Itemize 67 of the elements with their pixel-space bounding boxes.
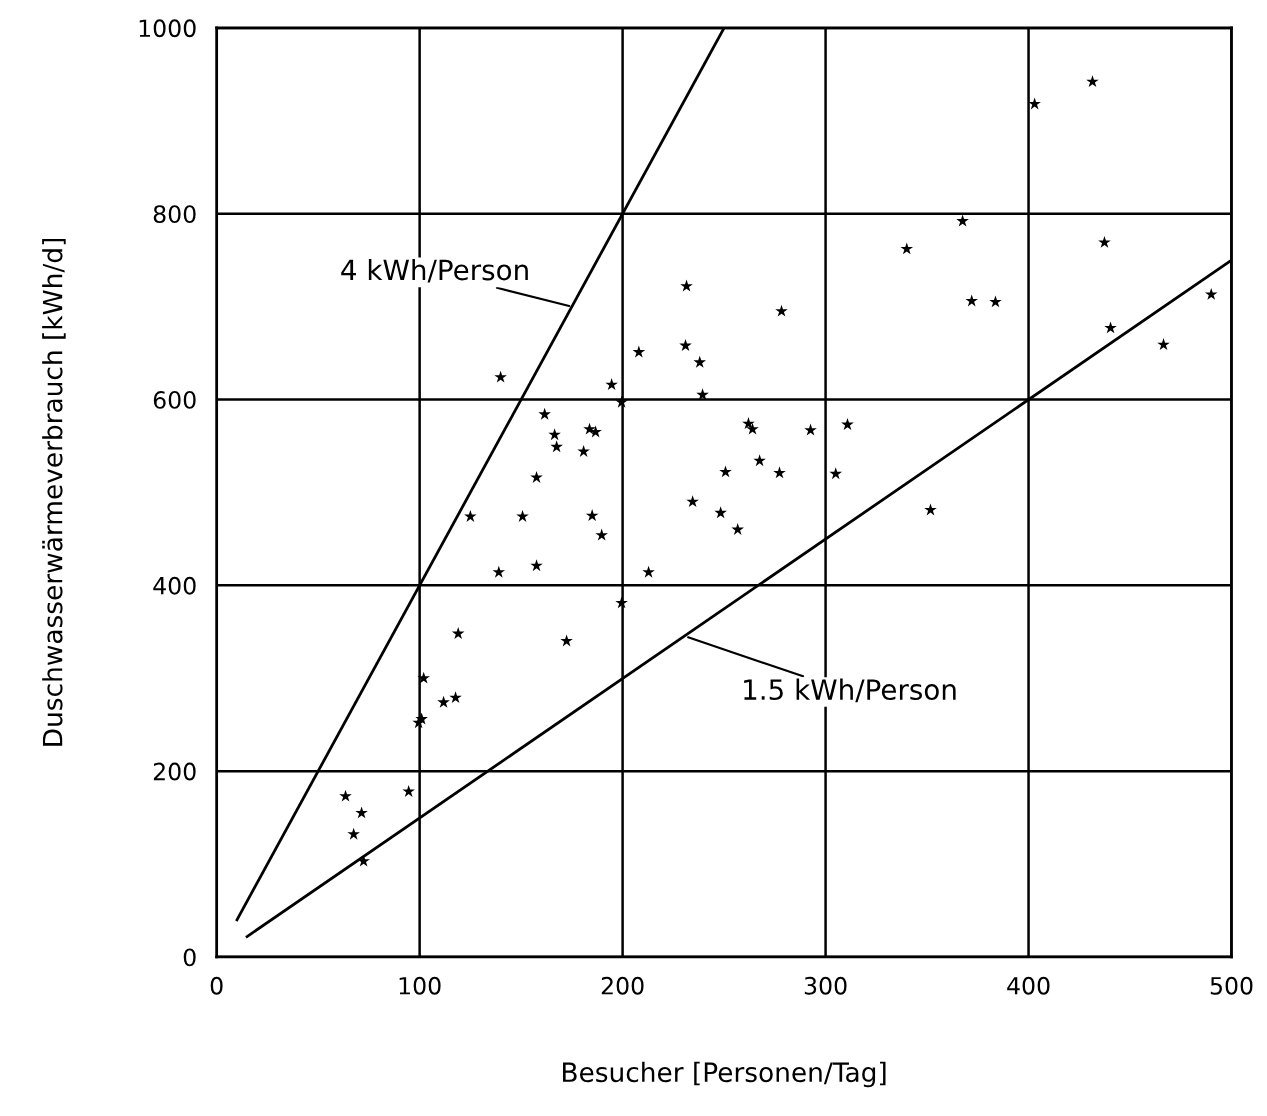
point xyxy=(417,671,430,684)
point xyxy=(538,407,551,420)
point xyxy=(686,495,699,508)
point xyxy=(693,355,706,368)
y-tick-label: 600 xyxy=(153,390,196,409)
point xyxy=(642,565,655,578)
point xyxy=(1104,321,1117,334)
point xyxy=(339,789,352,802)
point xyxy=(829,467,842,480)
point xyxy=(530,559,543,572)
y-tick-label: 0 xyxy=(183,948,196,967)
point xyxy=(550,440,563,453)
point xyxy=(437,695,450,708)
point xyxy=(605,378,618,390)
y-tick-label: 1000 xyxy=(139,19,196,38)
point xyxy=(632,345,646,358)
point xyxy=(615,395,628,408)
point xyxy=(1157,338,1170,351)
point xyxy=(773,466,786,479)
point xyxy=(355,806,368,819)
y-tick-label: 200 xyxy=(153,762,196,781)
y-tick-label: 400 xyxy=(153,576,196,595)
point xyxy=(530,470,543,483)
point xyxy=(492,565,506,578)
point xyxy=(516,510,529,522)
point xyxy=(595,528,608,541)
point xyxy=(714,506,727,519)
y-axis-title: Duschwasserwärmeverbrauch [kWh/d] xyxy=(42,238,66,746)
point xyxy=(415,712,428,725)
point xyxy=(1204,287,1218,300)
x-tick-label: 100 xyxy=(399,976,441,995)
point xyxy=(989,295,1002,308)
x-tick-label: 300 xyxy=(804,976,847,995)
point xyxy=(742,417,755,430)
point xyxy=(451,627,465,639)
point xyxy=(900,242,914,255)
point xyxy=(548,428,561,441)
point xyxy=(577,444,590,457)
x-tick-label: 400 xyxy=(1007,976,1050,995)
x-axis-title: Besucher [Personen/Tag] xyxy=(563,1061,886,1088)
y-tick-label: 800 xyxy=(153,205,196,224)
point xyxy=(965,294,978,307)
annotation: 1.5 kWh/Person xyxy=(744,678,956,703)
point xyxy=(924,503,937,516)
point xyxy=(746,422,759,435)
point xyxy=(1086,75,1099,88)
point xyxy=(841,418,854,430)
point xyxy=(1098,235,1111,248)
x-tick-label: 500 xyxy=(1210,976,1253,995)
point xyxy=(494,370,507,383)
x-tick-label: 200 xyxy=(601,976,644,995)
point xyxy=(753,454,766,467)
point xyxy=(347,827,360,840)
point xyxy=(719,465,732,478)
point xyxy=(956,214,969,227)
point xyxy=(680,279,693,292)
point xyxy=(804,423,817,436)
x-tick-label: 0 xyxy=(210,976,223,995)
point xyxy=(775,304,788,317)
point xyxy=(560,634,573,647)
point xyxy=(679,339,692,351)
annotation: 4 kWh/Person xyxy=(341,258,528,283)
point xyxy=(585,509,599,521)
point xyxy=(1028,97,1041,110)
point xyxy=(583,422,596,435)
point xyxy=(449,691,462,704)
point xyxy=(615,596,628,609)
